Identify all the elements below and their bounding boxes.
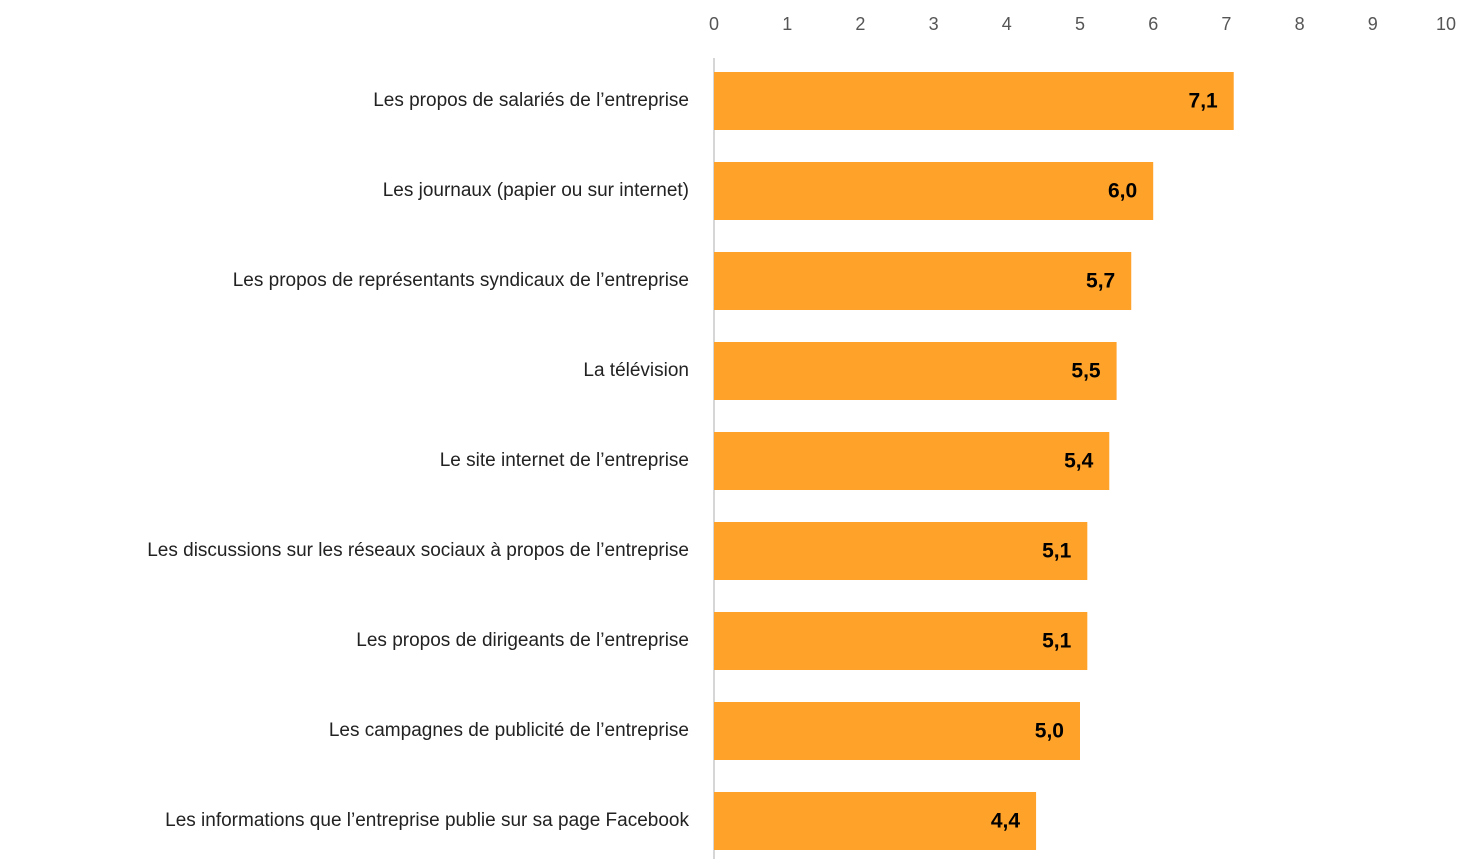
bar xyxy=(714,72,1234,130)
y-tick-label: Les propos de dirigeants de l’entreprise xyxy=(356,630,689,651)
data-label: 7,1 xyxy=(1189,90,1219,113)
x-tick-label: 5 xyxy=(1075,14,1085,34)
x-tick-label: 1 xyxy=(782,14,792,34)
data-label: 5,7 xyxy=(1086,270,1115,293)
bar xyxy=(714,792,1037,850)
y-tick-label: Les campagnes de publicité de l’entrepri… xyxy=(329,720,689,741)
bar xyxy=(714,432,1110,490)
bar xyxy=(714,342,1117,400)
x-tick-label: 2 xyxy=(855,14,865,34)
y-tick-label: Le site internet de l’entreprise xyxy=(440,450,689,471)
bar xyxy=(714,252,1132,310)
x-tick-label: 0 xyxy=(709,14,719,34)
bar xyxy=(714,612,1088,670)
data-label: 5,5 xyxy=(1071,360,1101,383)
data-label: 5,1 xyxy=(1042,540,1072,563)
y-tick-label: Les propos de salariés de l’entreprise xyxy=(373,90,689,111)
data-label: 5,0 xyxy=(1035,720,1064,743)
x-tick-label: 6 xyxy=(1148,14,1158,34)
y-tick-label: Les informations que l’entreprise publie… xyxy=(165,810,689,831)
bar xyxy=(714,162,1154,220)
y-tick-label: Les journaux (papier ou sur internet) xyxy=(383,180,689,201)
x-tick-label: 9 xyxy=(1368,14,1378,34)
bar xyxy=(714,522,1088,580)
x-tick-label: 8 xyxy=(1295,14,1305,34)
data-label: 6,0 xyxy=(1108,180,1137,203)
y-tick-label: Les discussions sur les réseaux sociaux … xyxy=(147,540,689,561)
x-tick-label: 4 xyxy=(1002,14,1012,34)
bar xyxy=(714,702,1080,760)
data-label: 5,4 xyxy=(1064,450,1094,473)
data-label: 4,4 xyxy=(991,810,1021,833)
data-label: 5,1 xyxy=(1042,630,1072,653)
y-tick-label: Les propos de représentants syndicaux de… xyxy=(233,270,689,291)
x-tick-label: 3 xyxy=(929,14,939,34)
x-tick-label: 7 xyxy=(1221,14,1231,34)
y-tick-label: La télévision xyxy=(583,360,689,381)
x-tick-label: 10 xyxy=(1436,14,1456,34)
